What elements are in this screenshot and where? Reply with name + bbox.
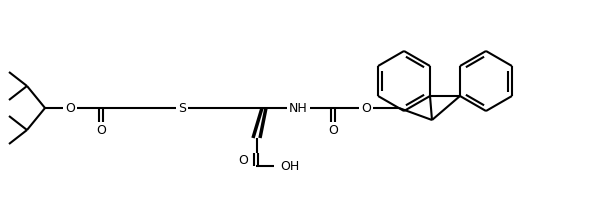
Text: NH: NH bbox=[289, 102, 308, 114]
Text: O: O bbox=[361, 102, 371, 114]
Text: O: O bbox=[96, 125, 106, 137]
Text: O: O bbox=[238, 154, 248, 166]
Text: O: O bbox=[328, 125, 338, 137]
Text: S: S bbox=[178, 102, 186, 114]
Text: O: O bbox=[65, 102, 75, 114]
Text: OH: OH bbox=[280, 160, 299, 172]
